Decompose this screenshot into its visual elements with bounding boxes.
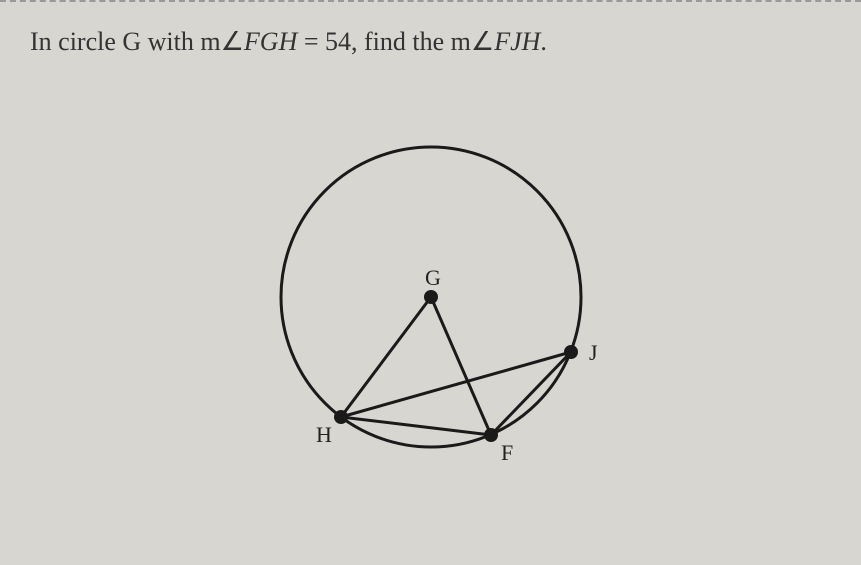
question-prefix: In circle G with m (30, 27, 221, 56)
segment-GF (431, 297, 491, 435)
angle-name-1: FGH (244, 27, 297, 56)
label-H: H (316, 422, 332, 447)
angle-symbol-1: ∠ (221, 27, 244, 56)
label-F: F (501, 440, 513, 465)
label-J: J (589, 340, 598, 365)
angle-symbol-2: ∠ (471, 27, 494, 56)
angle-name-2: FJH (494, 27, 540, 56)
segment-GH (341, 297, 431, 417)
point-H (334, 410, 348, 424)
point-G (424, 290, 438, 304)
label-G: G (425, 265, 441, 290)
question-equals: = 54, find the m (297, 27, 471, 56)
diagram-container: G H F J (30, 87, 831, 507)
point-F (484, 428, 498, 442)
point-J (564, 345, 578, 359)
question-suffix: . (540, 27, 547, 56)
worksheet-page: In circle G with m∠FGH = 54, find the m∠… (0, 0, 861, 565)
circle-diagram: G H F J (216, 102, 646, 492)
question-text: In circle G with m∠FGH = 54, find the m∠… (30, 27, 831, 57)
segment-HJ (341, 352, 571, 417)
